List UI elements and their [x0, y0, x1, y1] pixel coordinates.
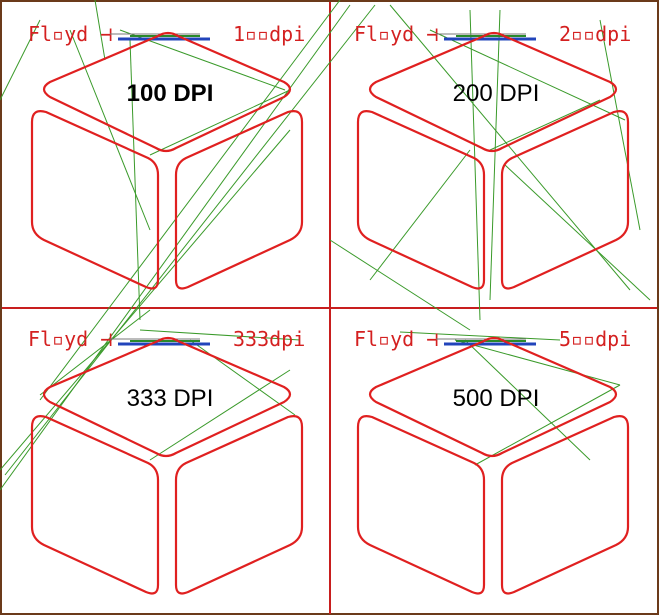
cube-outline-icon [356, 31, 630, 290]
dpi-label: 333 DPI [127, 385, 214, 412]
dpi-label: 100 DPI [127, 80, 214, 107]
panel-header-left: Fl▫yd ⊣ [354, 327, 438, 351]
panel-header-right: 2▫▫dpi [559, 22, 631, 46]
cube-right-face [174, 110, 304, 290]
panel-header-right: 1▫▫dpi [233, 22, 305, 46]
dpi-label: 200 DPI [453, 80, 540, 107]
cube-left-face [30, 110, 160, 290]
ink-mark [110, 33, 210, 41]
dpi-label: 500 DPI [453, 385, 540, 412]
cube-outline-icon [356, 336, 630, 595]
panel-header-left: Fl▫yd ⊣ [28, 22, 112, 46]
cube-left-face [30, 415, 160, 595]
panel-3: Fl▫yd ⊣ 333dpi 333 DPI [28, 327, 305, 595]
cube-left-face [356, 415, 486, 595]
panel-header-left: Fl▫yd ⊣ [28, 327, 112, 351]
ink-mark [436, 33, 536, 41]
panel-2: Fl▫yd ⊣ 2▫▫dpi 200 DPI [354, 22, 631, 290]
cube-left-face [356, 110, 486, 290]
cube-top-face [368, 336, 618, 458]
cube-right-face [174, 415, 304, 595]
cube-top-face [42, 31, 292, 153]
cube-right-face [500, 110, 630, 290]
cube-top-face [42, 336, 292, 458]
panel-header-right: 333dpi [233, 327, 305, 351]
ink-mark [110, 338, 210, 346]
cube-right-face [500, 415, 630, 595]
panel-grid: Fl▫yd ⊣ 1▫▫dpi 100 DPI Fl▫yd ⊣ 2▫▫dpi 200 DPI… [28, 22, 631, 595]
panel-header-left: Fl▫yd ⊣ [354, 22, 438, 46]
panel-4: Fl▫yd ⊣ 5▫▫dpi 500 DPI [354, 327, 631, 595]
cube-outline-icon [30, 31, 304, 290]
ink-mark [436, 338, 536, 346]
stray-lines [0, 0, 651, 491]
panel-1: Fl▫yd ⊣ 1▫▫dpi 100 DPI [28, 22, 305, 290]
cube-top-face [368, 31, 618, 153]
cube-outline-icon [30, 336, 304, 595]
panel-header-right: 5▫▫dpi [559, 327, 631, 351]
